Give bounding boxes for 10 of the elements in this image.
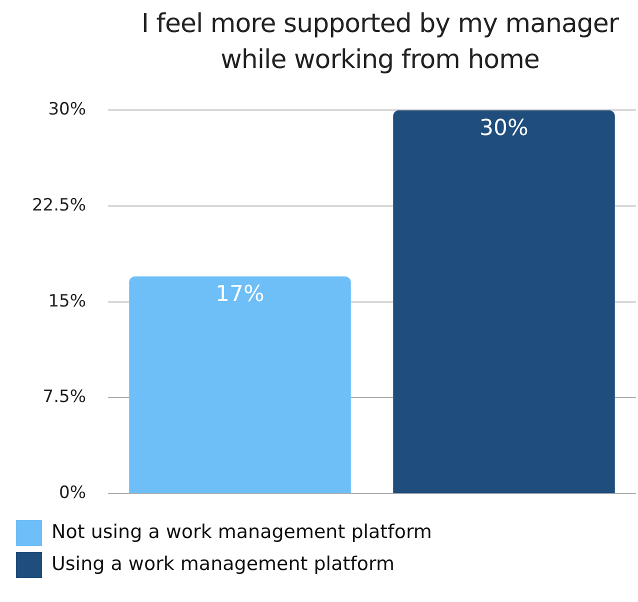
data-label: 30% [480, 116, 528, 141]
y-tick-label: 22.5% [32, 195, 86, 216]
y-tick-label: 15% [48, 291, 86, 312]
y-tick-label: 7.5% [42, 387, 86, 408]
legend-label: Not using a work management platform [52, 520, 432, 543]
y-tick-label: 0% [59, 483, 86, 504]
chart-title: I feel more supported by my manager while working from home [140, 8, 620, 77]
legend-label: Using a work management platform [52, 552, 394, 575]
data-label: 17% [216, 282, 264, 308]
y-tick-label: 30% [48, 100, 86, 120]
